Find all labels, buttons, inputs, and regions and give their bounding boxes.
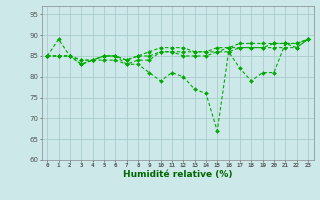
X-axis label: Humidité relative (%): Humidité relative (%) (123, 170, 232, 179)
